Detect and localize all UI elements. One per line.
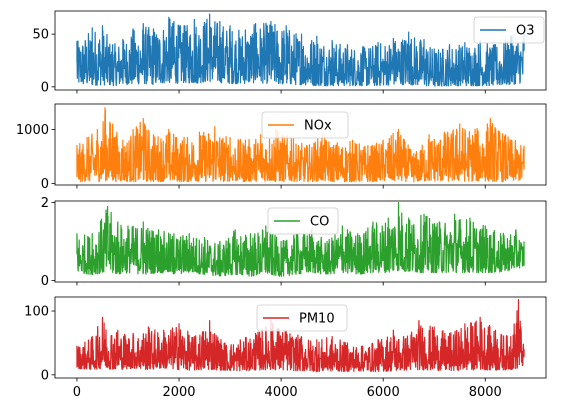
- series-line-o3: [76, 13, 525, 87]
- y-tick-label: 2: [41, 196, 49, 211]
- panel-co: 0 2 CO: [41, 196, 547, 289]
- legend-label: PM10: [299, 312, 335, 327]
- legend-label: CO: [310, 215, 329, 230]
- series-line-pm10: [76, 298, 525, 373]
- legend-label: O3: [516, 24, 535, 39]
- series-line-co: [76, 201, 525, 278]
- legend-label: NOx: [304, 119, 332, 134]
- axes-frame: [54, 10, 547, 91]
- y-tick-label: 0: [41, 274, 49, 289]
- y-tick-label: 0: [41, 177, 49, 192]
- y-tick-label: 0: [41, 368, 49, 383]
- y-tick-label: 0: [41, 80, 49, 95]
- axes-frame: [54, 296, 547, 379]
- axes-frame: [54, 200, 547, 283]
- x-tick-label: 2000: [162, 385, 195, 400]
- legend-box: [473, 16, 545, 44]
- legend-co: CO: [267, 207, 339, 235]
- legend-o3: O3: [473, 16, 545, 44]
- legend-box: [256, 304, 348, 332]
- legend-pm10: PM10: [256, 304, 348, 332]
- series-line-nox: [76, 107, 525, 183]
- legend-box: [267, 207, 339, 235]
- x-tick-label: 6000: [367, 385, 400, 400]
- x-tick-label: 0: [73, 385, 81, 400]
- y-tick-label: 50: [32, 28, 49, 43]
- y-tick-label: 100: [24, 305, 49, 320]
- legend-nox: NOx: [261, 111, 349, 139]
- y-tick-label: 1000: [16, 123, 49, 138]
- axes-frame: [54, 103, 547, 186]
- panel-o3: 0 50 O3: [32, 10, 547, 95]
- x-tick-label: 8000: [469, 385, 502, 400]
- panel-nox: 0 1000 NOx: [16, 103, 547, 192]
- legend-box: [261, 111, 349, 139]
- x-tick-label: 4000: [265, 385, 298, 400]
